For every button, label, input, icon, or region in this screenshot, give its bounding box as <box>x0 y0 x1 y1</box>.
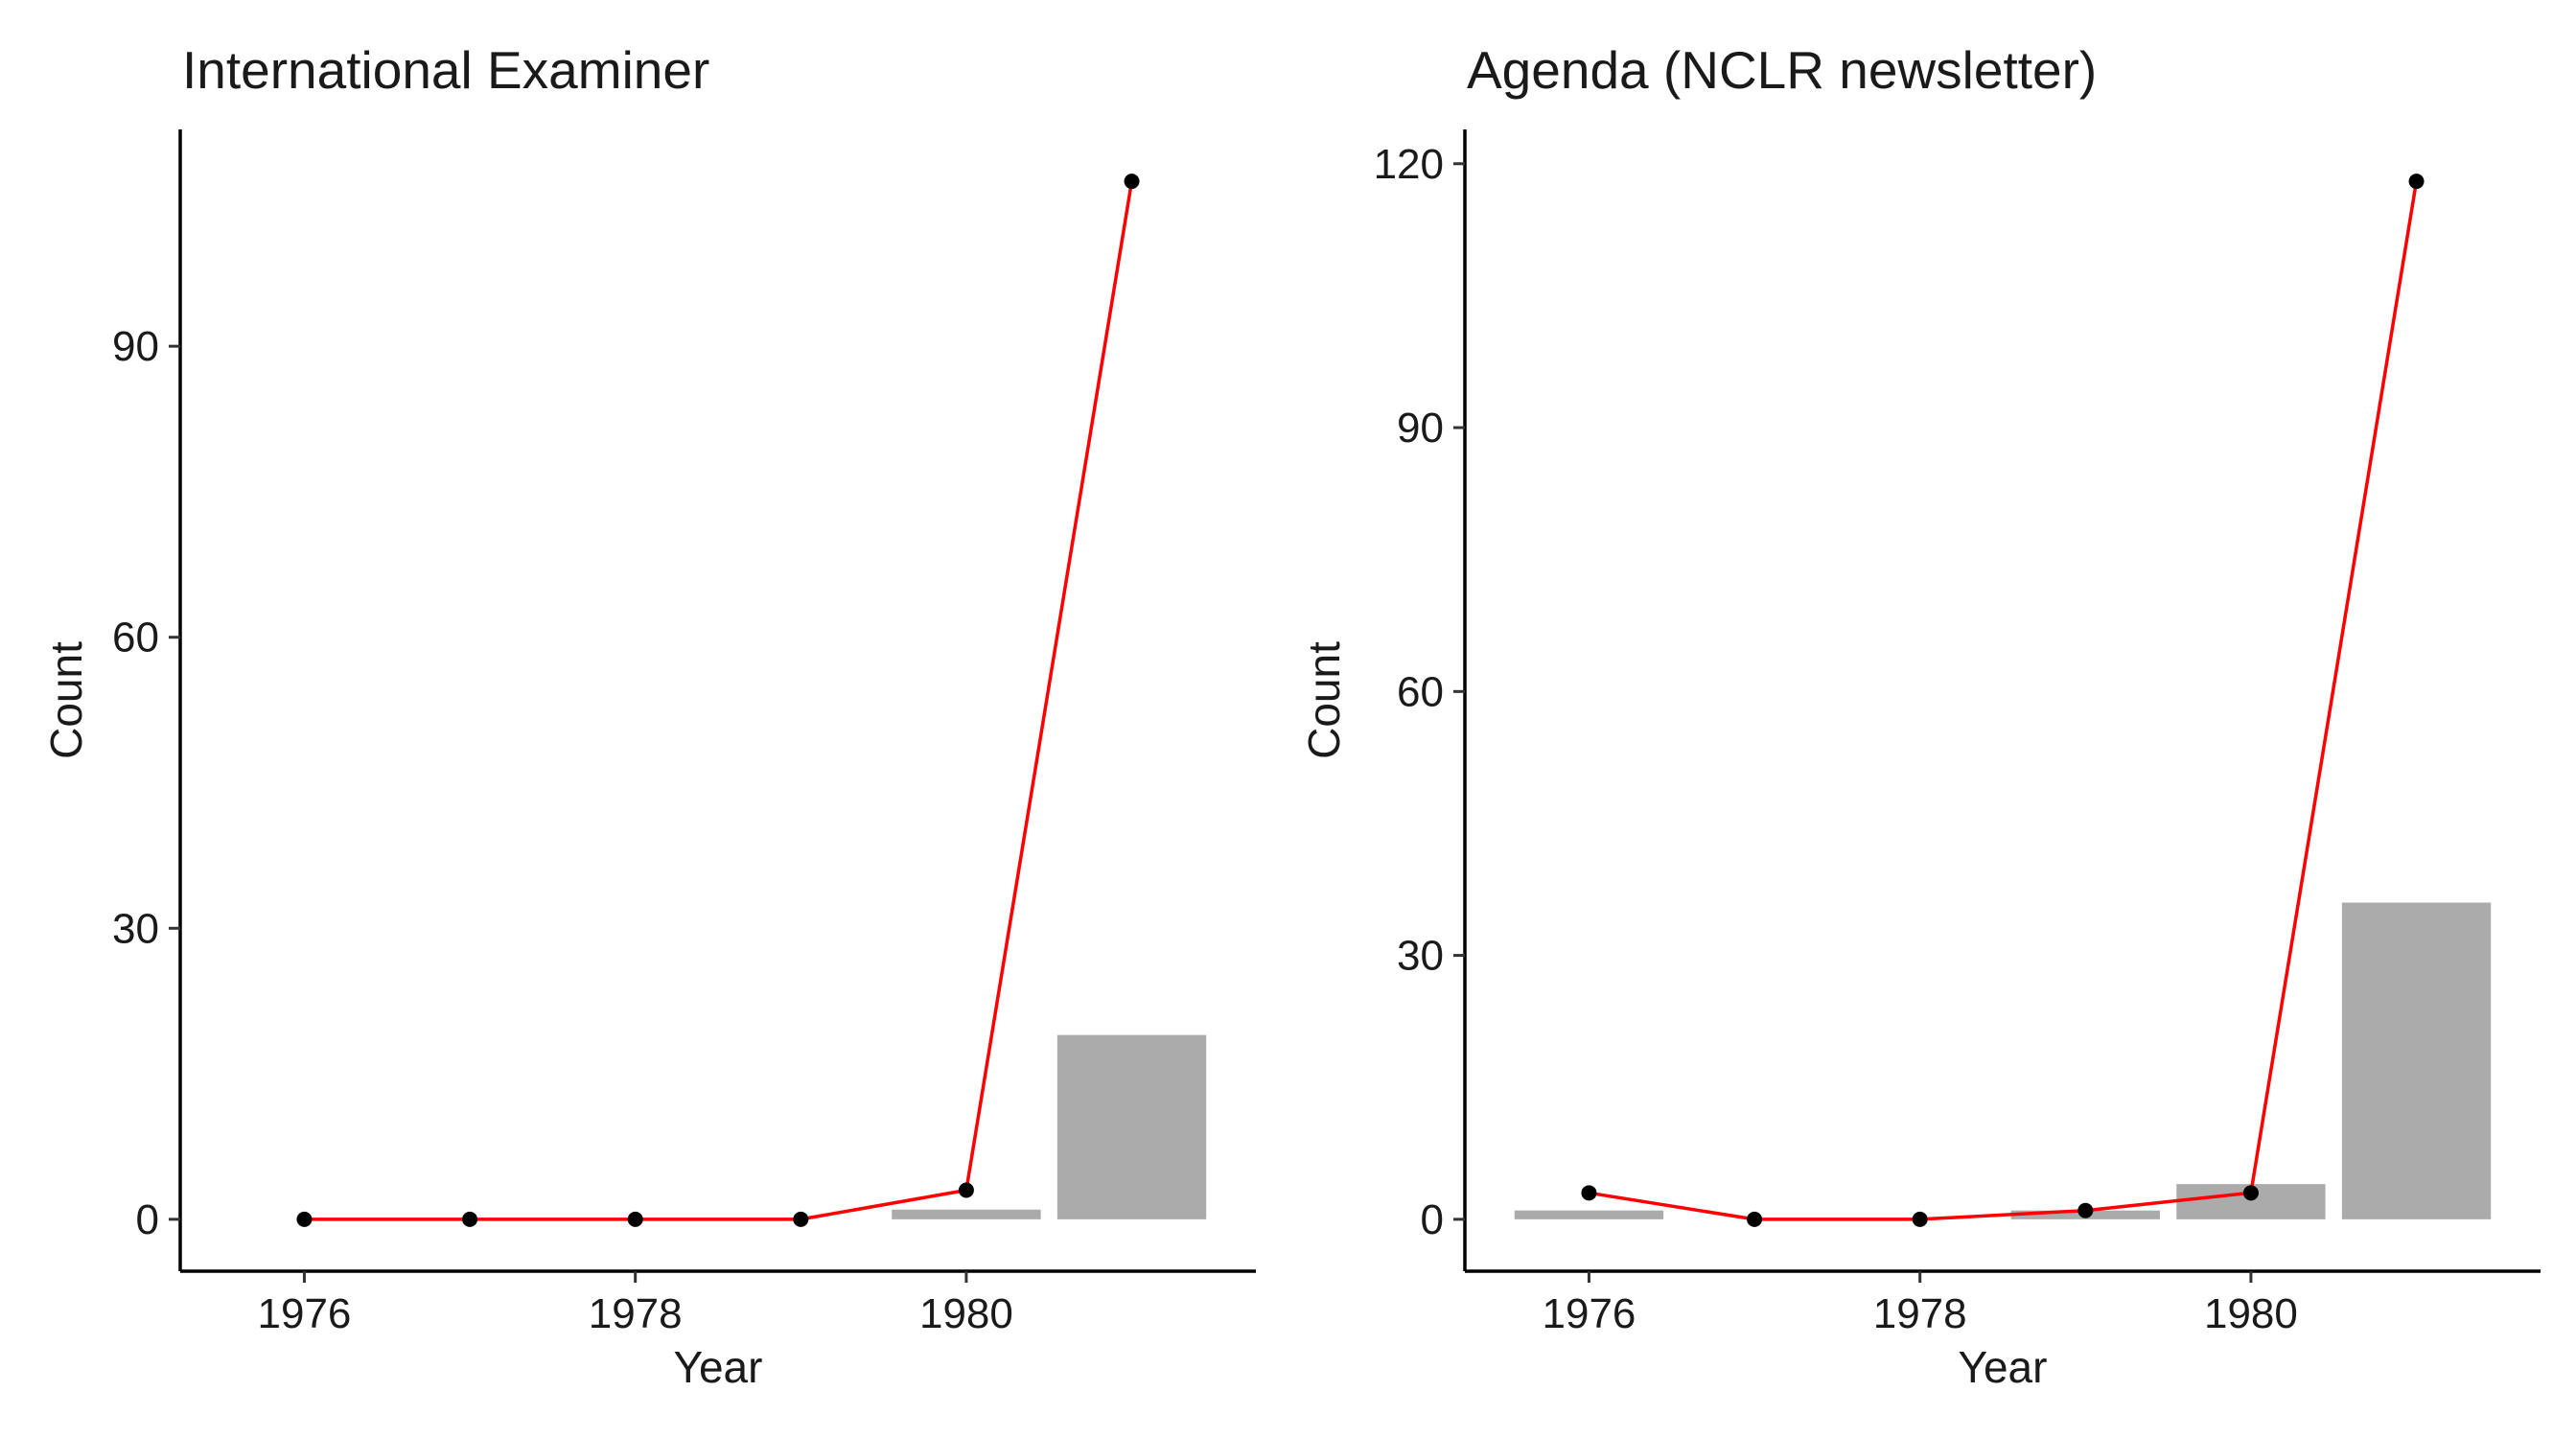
y-tick-label: 30 <box>1397 933 1444 980</box>
y-tick-label: 120 <box>1374 141 1444 188</box>
data-point-1976 <box>296 1211 313 1227</box>
y-axis-label: Count <box>41 641 91 759</box>
x-tick-label: 1978 <box>1873 1290 1967 1337</box>
y-tick-label: 0 <box>1421 1196 1444 1243</box>
y-axis-label: Count <box>1299 641 1349 759</box>
bar-1980 <box>892 1209 1041 1219</box>
data-point-1981 <box>1124 174 1140 190</box>
data-point-1980 <box>2242 1185 2259 1201</box>
data-point-1979 <box>2077 1202 2094 1218</box>
series-line <box>1589 180 2419 1221</box>
y-tick-label: 90 <box>112 323 159 370</box>
chart-panel-1: International Examiner 0 30 60 90 1976 1978 198… <box>41 40 1256 1392</box>
data-point-1981 <box>2408 174 2425 190</box>
bar-1981 <box>2341 902 2492 1219</box>
chart-panel-2: Agenda (NCLR newsletter) 0 30 60 90 120 1976 19… <box>1299 40 2541 1392</box>
y-tick-label: 0 <box>136 1196 159 1243</box>
x-axis-label: Year <box>674 1342 763 1392</box>
data-point-1976 <box>1581 1185 1597 1201</box>
data-point-1977 <box>462 1211 478 1227</box>
chart-title: Agenda (NCLR newsletter) <box>1467 40 2097 100</box>
chart-title: International Examiner <box>182 40 709 100</box>
y-tick-label: 30 <box>112 905 159 952</box>
x-tick-label: 1980 <box>919 1290 1013 1337</box>
x-tick-label: 1976 <box>1543 1290 1636 1337</box>
y-tick-label: 90 <box>1397 405 1444 452</box>
data-point-1977 <box>1747 1211 1763 1227</box>
bar-1976 <box>1514 1210 1664 1219</box>
data-point-1979 <box>793 1211 809 1227</box>
bar-1981 <box>1056 1034 1207 1219</box>
data-point-1978 <box>1912 1211 1928 1227</box>
data-point-1978 <box>627 1211 643 1227</box>
x-axis-label: Year <box>1959 1342 2048 1392</box>
series-line <box>304 180 1134 1221</box>
x-tick-label: 1976 <box>258 1290 352 1337</box>
x-tick-label: 1980 <box>2204 1290 2298 1337</box>
data-point-1980 <box>958 1182 974 1198</box>
y-tick-label: 60 <box>1397 668 1444 715</box>
y-tick-label: 60 <box>112 615 159 661</box>
x-tick-label: 1978 <box>589 1290 683 1337</box>
